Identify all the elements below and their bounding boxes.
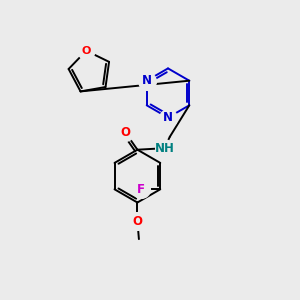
Text: O: O	[82, 46, 91, 56]
Text: F: F	[137, 183, 145, 196]
Text: N: N	[163, 111, 173, 124]
Text: NH: NH	[154, 142, 174, 155]
Text: O: O	[132, 214, 142, 228]
Text: N: N	[142, 74, 152, 87]
Text: O: O	[120, 126, 130, 139]
